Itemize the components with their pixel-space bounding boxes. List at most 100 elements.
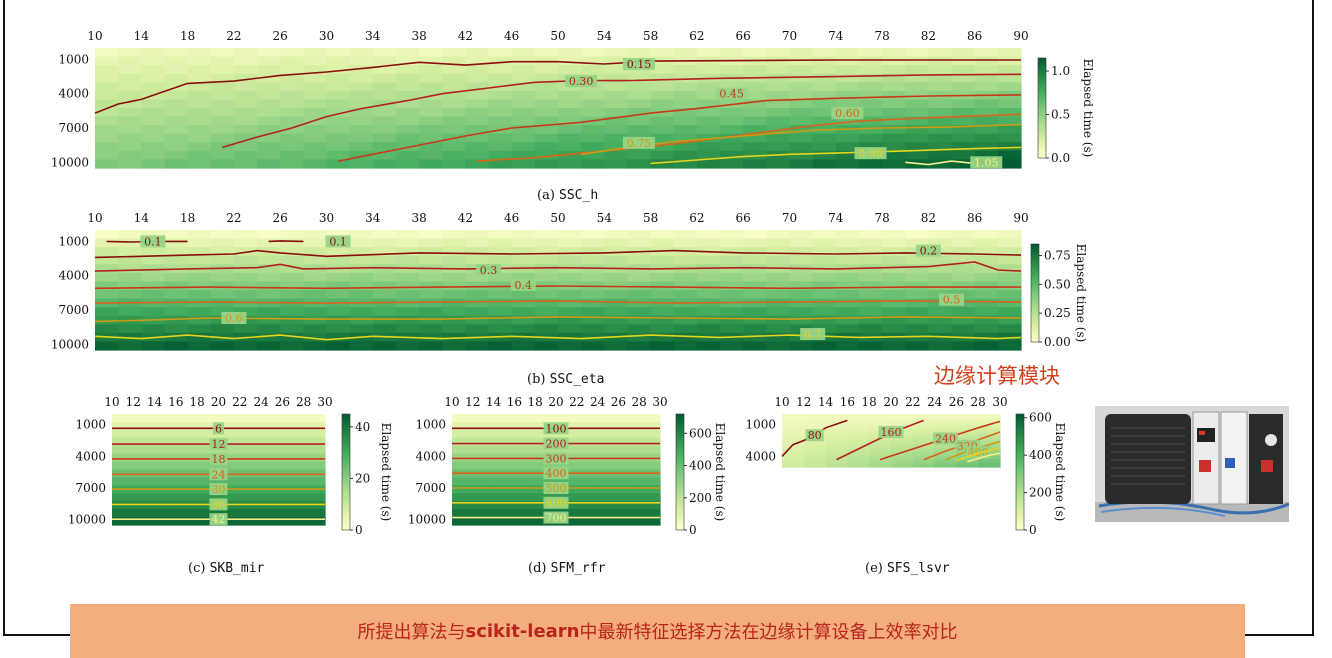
heatmap-cell [534, 125, 559, 135]
heatmap-cell [556, 414, 578, 423]
heatmap-cell [210, 238, 235, 248]
heatmap-cell [912, 414, 936, 419]
heatmap-cell [210, 255, 235, 265]
heatmap-cell [280, 324, 304, 334]
heatmap-cell [210, 290, 235, 300]
heatmap-cell [905, 264, 929, 274]
heatmap-cell [581, 272, 605, 283]
heatmap-cell [618, 445, 640, 455]
heatmap-cell [789, 159, 814, 169]
heatmap-cell [514, 477, 536, 486]
heatmap-cell [210, 281, 235, 291]
heatmap-cell [514, 517, 536, 526]
colorbar-tick-label: 1.0 [1051, 64, 1070, 78]
heatmap-cell [743, 247, 767, 257]
heatmap-cell [891, 451, 914, 457]
heatmap-cell [905, 298, 929, 308]
heatmap-cell [326, 65, 351, 75]
heatmap-cell [164, 324, 189, 334]
x-tick-label: 58 [643, 211, 658, 225]
heatmap-cell [766, 133, 791, 143]
heatmap-cell [488, 255, 513, 265]
heatmap-cell [882, 341, 906, 351]
heatmap-cell [581, 159, 605, 169]
heatmap-cell [951, 255, 976, 265]
contour-label-bg [623, 136, 656, 149]
heatmap-cell [280, 238, 304, 248]
heatmap-cell [869, 463, 892, 468]
heatmap-cell [233, 150, 258, 161]
heatmap-cell [847, 417, 870, 423]
heatmap-cell [789, 56, 814, 66]
heatmap-cell [257, 90, 281, 101]
heatmap-cell [766, 290, 791, 300]
heatmap-cell [257, 272, 281, 283]
heatmap-cell [95, 150, 119, 161]
heatmap-cell [956, 436, 979, 442]
heatmap-cell [978, 436, 1001, 442]
caption-e-prefix: (e) [865, 561, 887, 576]
x-tick-label: 20 [548, 395, 563, 409]
heatmap-cell [280, 48, 304, 58]
heatmap-cell [164, 332, 189, 343]
colorbar [341, 413, 351, 531]
heatmap-cell [535, 414, 557, 423]
heatmap-cell [673, 238, 698, 248]
heatmap-cell [164, 272, 189, 283]
heatmap-cell [488, 108, 513, 118]
x-tick-label: 46 [504, 29, 519, 43]
contour-label-bg [543, 511, 569, 524]
heatmap-cell [597, 421, 619, 431]
heatmap-cell [905, 108, 929, 118]
heatmap-cell [639, 429, 661, 439]
heatmap-cell [372, 82, 397, 92]
heatmap-cell [812, 116, 837, 126]
heatmap-cell [928, 73, 953, 83]
heatmap-cell [395, 150, 420, 161]
contour-label-bg [543, 422, 569, 435]
heatmap-cell [257, 341, 281, 351]
heatmap-cell [978, 425, 1001, 430]
heatmap-cell [95, 90, 119, 101]
heatmap-cell [239, 421, 262, 431]
edge-device-photo [1095, 406, 1289, 522]
heatmap-cell [511, 142, 536, 152]
heatmap-cell [419, 230, 443, 240]
heatmap-cell [997, 125, 1022, 135]
heatmap-cell [493, 445, 515, 455]
heatmap-cell [514, 509, 536, 518]
heatmap-cell [789, 230, 814, 240]
contour-label: 0.45 [719, 88, 744, 101]
heatmap-cell [558, 150, 582, 161]
heatmap-cell [419, 142, 443, 152]
colorbar-tick-label: 400 [1029, 448, 1052, 462]
x-tick-label: 70 [782, 211, 797, 225]
heatmap-cell [303, 73, 328, 83]
heatmap-cell [282, 414, 305, 423]
heatmap-cell [618, 485, 640, 494]
heatmap-cell [452, 517, 474, 526]
heatmap-cell [303, 290, 328, 300]
heatmap-cell [673, 125, 698, 135]
heatmap-cell [673, 133, 698, 143]
heatmap-cell [604, 90, 629, 101]
x-tick-label: 86 [967, 29, 982, 43]
x-tick-label: 16 [168, 395, 183, 409]
heatmap-cell [581, 142, 605, 152]
heatmap-cell [395, 307, 420, 317]
heatmap-cell [558, 108, 582, 118]
heatmap-cell [974, 315, 999, 325]
heatmap-cell [514, 421, 536, 431]
heatmap-cell [581, 238, 605, 248]
heatmap-cell [912, 440, 936, 445]
heatmap-cell [891, 444, 914, 449]
heatmap-cell [141, 108, 166, 118]
heatmap-cell [465, 133, 490, 143]
heatmap-cell [858, 324, 883, 334]
x-tick-label: 78 [874, 211, 889, 225]
heatmap-cell [581, 315, 605, 325]
caption-d-prefix: (d) [528, 561, 551, 576]
heatmap-cell [118, 116, 142, 126]
contour-label: 200 [546, 438, 567, 451]
heatmap-cell [782, 440, 805, 445]
